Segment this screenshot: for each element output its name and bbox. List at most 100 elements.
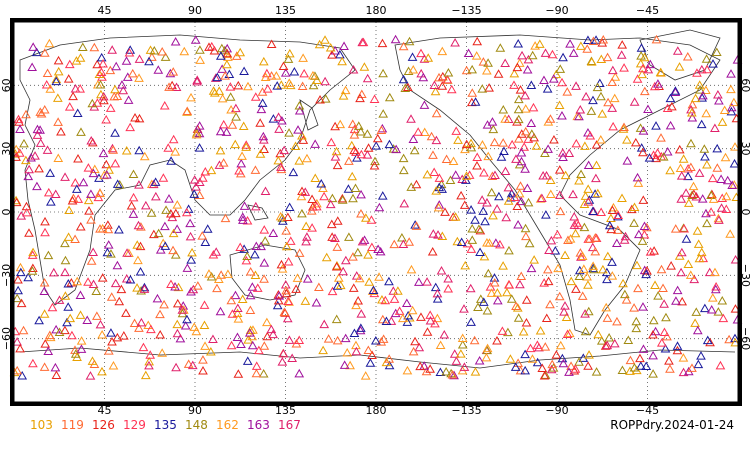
observation-triangle — [520, 164, 530, 173]
observation-triangle — [281, 285, 292, 295]
observation-triangle — [515, 279, 525, 289]
observation-triangle — [388, 144, 399, 153]
observation-triangle — [370, 335, 381, 345]
observation-triangle — [95, 224, 105, 233]
observation-triangle — [63, 74, 74, 83]
observation-triangle — [685, 270, 696, 279]
observation-triangle — [635, 353, 645, 363]
observation-triangle — [339, 41, 349, 50]
observation-triangle — [408, 65, 419, 74]
observation-triangle — [714, 95, 724, 105]
observation-triangle — [14, 148, 25, 157]
observation-triangle — [14, 117, 24, 126]
observation-triangle — [344, 232, 354, 241]
observation-triangle — [645, 247, 656, 256]
observation-triangle — [308, 70, 318, 80]
observation-triangle — [216, 270, 227, 279]
observation-triangle — [507, 139, 518, 149]
observation-triangle — [565, 234, 576, 243]
observation-triangle — [177, 305, 188, 314]
observation-triangle — [200, 237, 211, 246]
observation-triangle — [659, 327, 670, 337]
observation-triangle — [132, 283, 142, 292]
observation-triangle — [695, 85, 705, 94]
observation-triangle — [384, 354, 395, 363]
observation-triangle — [707, 173, 718, 183]
observation-triangle — [401, 298, 412, 308]
observation-triangle — [560, 250, 570, 260]
observation-triangle — [273, 112, 284, 121]
observation-triangle — [330, 152, 341, 161]
observation-triangle — [725, 229, 736, 238]
observation-triangle — [705, 337, 715, 347]
observation-triangle — [238, 121, 249, 131]
observation-triangle — [75, 84, 86, 93]
observation-triangle — [245, 290, 256, 300]
observation-triangle — [337, 195, 348, 204]
observation-triangle — [47, 302, 58, 312]
observation-triangle — [145, 350, 156, 359]
observation-triangle — [719, 105, 730, 115]
observation-triangle — [510, 362, 521, 371]
observation-triangle — [349, 130, 360, 139]
frame-bar-left — [10, 18, 14, 406]
observation-triangle — [348, 252, 358, 261]
observation-triangle — [555, 340, 566, 350]
observation-triangle — [402, 82, 413, 92]
observation-triangle — [527, 354, 538, 363]
observation-triangle — [570, 364, 581, 373]
observation-triangle — [247, 282, 258, 291]
observation-triangle — [591, 35, 601, 44]
observation-triangle — [144, 56, 154, 66]
observation-triangle — [82, 315, 93, 325]
observation-triangle — [181, 207, 192, 217]
observation-triangle — [92, 311, 102, 320]
observation-triangle — [469, 335, 480, 345]
observation-triangle — [64, 102, 75, 111]
observation-triangle — [503, 182, 514, 192]
observation-triangle — [277, 213, 288, 222]
observation-triangle — [609, 93, 620, 103]
observation-triangle — [643, 104, 653, 113]
observation-triangle — [27, 263, 38, 273]
observation-triangle — [564, 367, 574, 376]
observation-triangle — [155, 330, 166, 339]
observation-triangle — [459, 304, 469, 313]
observation-triangle — [632, 260, 642, 270]
observation-triangle — [505, 354, 516, 363]
observation-triangle — [134, 323, 144, 332]
observation-triangle — [558, 152, 568, 162]
observation-triangle — [711, 281, 721, 291]
observation-triangle — [461, 171, 472, 180]
observation-triangle — [250, 165, 261, 174]
observation-triangle — [472, 161, 482, 170]
observation-triangle — [206, 165, 217, 175]
observation-triangle — [718, 313, 729, 323]
observation-triangle — [600, 341, 611, 350]
observation-triangle — [353, 121, 364, 130]
observation-triangle — [225, 82, 236, 91]
observation-triangle — [299, 68, 310, 78]
observation-triangle — [245, 305, 256, 315]
observation-triangle — [726, 102, 737, 112]
observation-triangle — [332, 335, 343, 345]
observation-triangle — [106, 292, 117, 301]
observation-triangle — [520, 104, 531, 113]
observation-triangle — [319, 191, 329, 201]
observation-triangle — [321, 252, 332, 262]
observation-triangle — [717, 296, 728, 305]
observation-triangle — [226, 295, 237, 305]
observation-triangle — [284, 335, 295, 344]
observation-triangle — [372, 133, 383, 143]
observation-triangle — [165, 68, 176, 78]
observation-triangle — [486, 187, 497, 197]
observation-triangle — [135, 267, 146, 276]
observation-triangle — [661, 312, 671, 322]
observation-triangle — [577, 291, 588, 300]
observation-triangle — [414, 342, 425, 352]
observation-triangle — [699, 144, 710, 153]
observation-triangle — [437, 184, 447, 193]
observation-triangle — [724, 334, 734, 344]
observation-triangle — [513, 134, 524, 143]
observation-triangle — [576, 169, 586, 179]
